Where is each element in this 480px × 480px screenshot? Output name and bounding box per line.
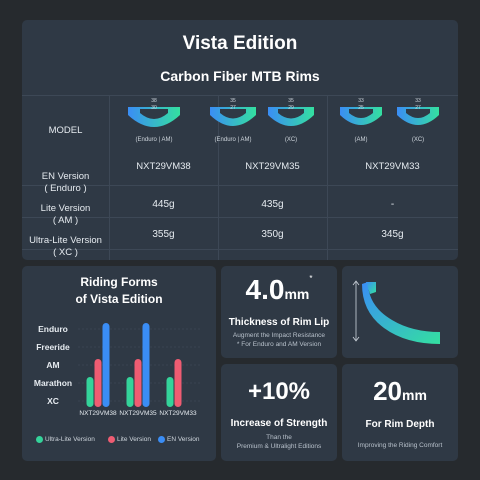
rim-depth-outer: 38 [151,98,157,104]
rim-caption: (AM) [354,137,368,143]
weight-lite: 350g [261,229,284,240]
model-name: NXT29VM38 [136,161,191,172]
rim-depth-inner: 30 [151,105,157,111]
riding-forms-chart [78,323,202,407]
rim-depth-inner: 27 [415,105,421,111]
chart-bar [102,323,110,407]
chart-bar [142,323,150,407]
rim-depth-inner: 25 [358,105,364,111]
strength-value: +10% [247,378,311,405]
weight-en: 435g [261,199,284,210]
legend-en: EN Version [158,436,200,443]
model-name: NXT29VM33 [365,161,420,172]
legend-dot [108,436,115,443]
strength-label: Increase of Strength [230,418,328,429]
rim-spec-card: Vista Edition Carbon Fiber MTB Rims MODE… [22,20,458,260]
rim-caption: (Enduro | AM) [214,137,252,143]
legend-dot [158,436,165,443]
row-label-lite: Lite Version( AM ) [40,203,91,226]
chart-model-label: NXT29VM38 [79,410,117,417]
rim-caption: (Enduro | AM) [135,137,173,143]
page-subtitle: Carbon Fiber MTB Rims [160,68,320,84]
depth-card: 20mm For Rim Depth Improving the Riding … [342,364,458,461]
legend-lite: Lite Version [108,436,151,443]
rim-depth-outer: 35 [230,98,236,104]
strength-desc1: Than the [266,434,292,441]
page-title: Vista Edition [182,33,298,54]
chart-model-label: NXT29VM33 [159,410,197,417]
row-label-model: MODEL [48,125,83,136]
model-name: NXT29VM35 [245,161,300,172]
rim-lip-label: Thickness of Rim Lip [228,317,330,328]
rim-profile-icon [397,107,439,125]
chart-title-line1: Riding Forms [80,275,158,289]
chart-title-line2: of Vista Edition [75,292,163,306]
chart-bar [134,359,142,407]
rim-profile-icon [128,107,180,127]
row-label-en: EN Version( Enduro ) [41,171,90,194]
rim-profile-icon [268,107,314,126]
rim-depth-outer: 35 [288,98,294,104]
weight-en: 445g [152,199,175,210]
chart-model-label: NXT29VM35 [119,410,157,417]
rim-lip-desc2: * For Enduro and AM Version [236,341,322,348]
weight-en: - [390,199,395,210]
chart-bar [86,377,94,407]
legend-ultra: Ultra-Lite Version [36,436,95,443]
depth-label: For Rim Depth [365,419,435,430]
rim-lip-value: 4.0mm* [245,274,313,305]
chart-bar [166,377,174,407]
category-label: XC [47,396,59,406]
chart-bar [174,359,182,407]
rim-section-card [342,266,458,358]
category-label: Marathon [33,378,73,388]
category-label: Freeride [36,342,70,352]
rim-lip-desc1: Augment the Impact Resistance [232,332,326,339]
weight-lite: 345g [381,229,404,240]
rim-cross-section-icon [352,280,440,344]
strength-card: +10% Increase of Strength Than the Premi… [221,364,337,461]
rim-profile-icon [210,107,256,126]
rim-caption: (XC) [411,137,425,143]
weight-lite: 355g [152,229,175,240]
spec-table: MODEL EN Version( Enduro ) Lite Version(… [22,95,458,260]
rim-profile-icon [340,107,382,125]
rim-caption: (XC) [284,137,298,143]
rim-depth-outer: 33 [358,98,364,104]
rim-depth-inner: 27 [230,105,236,111]
riding-forms-card: Riding Forms of Vista Edition Enduro Fre… [22,266,216,461]
chart-bar [126,377,134,407]
category-label: Enduro [38,324,68,334]
category-label: AM [46,360,60,370]
depth-value: 20mm [373,376,427,406]
rim-depth-outer: 33 [415,98,421,104]
strength-desc2: Premium & Ultralight Editions [236,443,322,450]
chart-bar [94,359,102,407]
depth-desc: Improving the Riding Comfort [357,442,443,449]
rim-depth-inner: 29 [288,105,294,111]
row-label-ultra: Ultra-Lite Version( XC ) [29,235,102,258]
rim-lip-card: 4.0mm* Thickness of Rim Lip Augment the … [221,266,337,358]
legend-dot [36,436,43,443]
